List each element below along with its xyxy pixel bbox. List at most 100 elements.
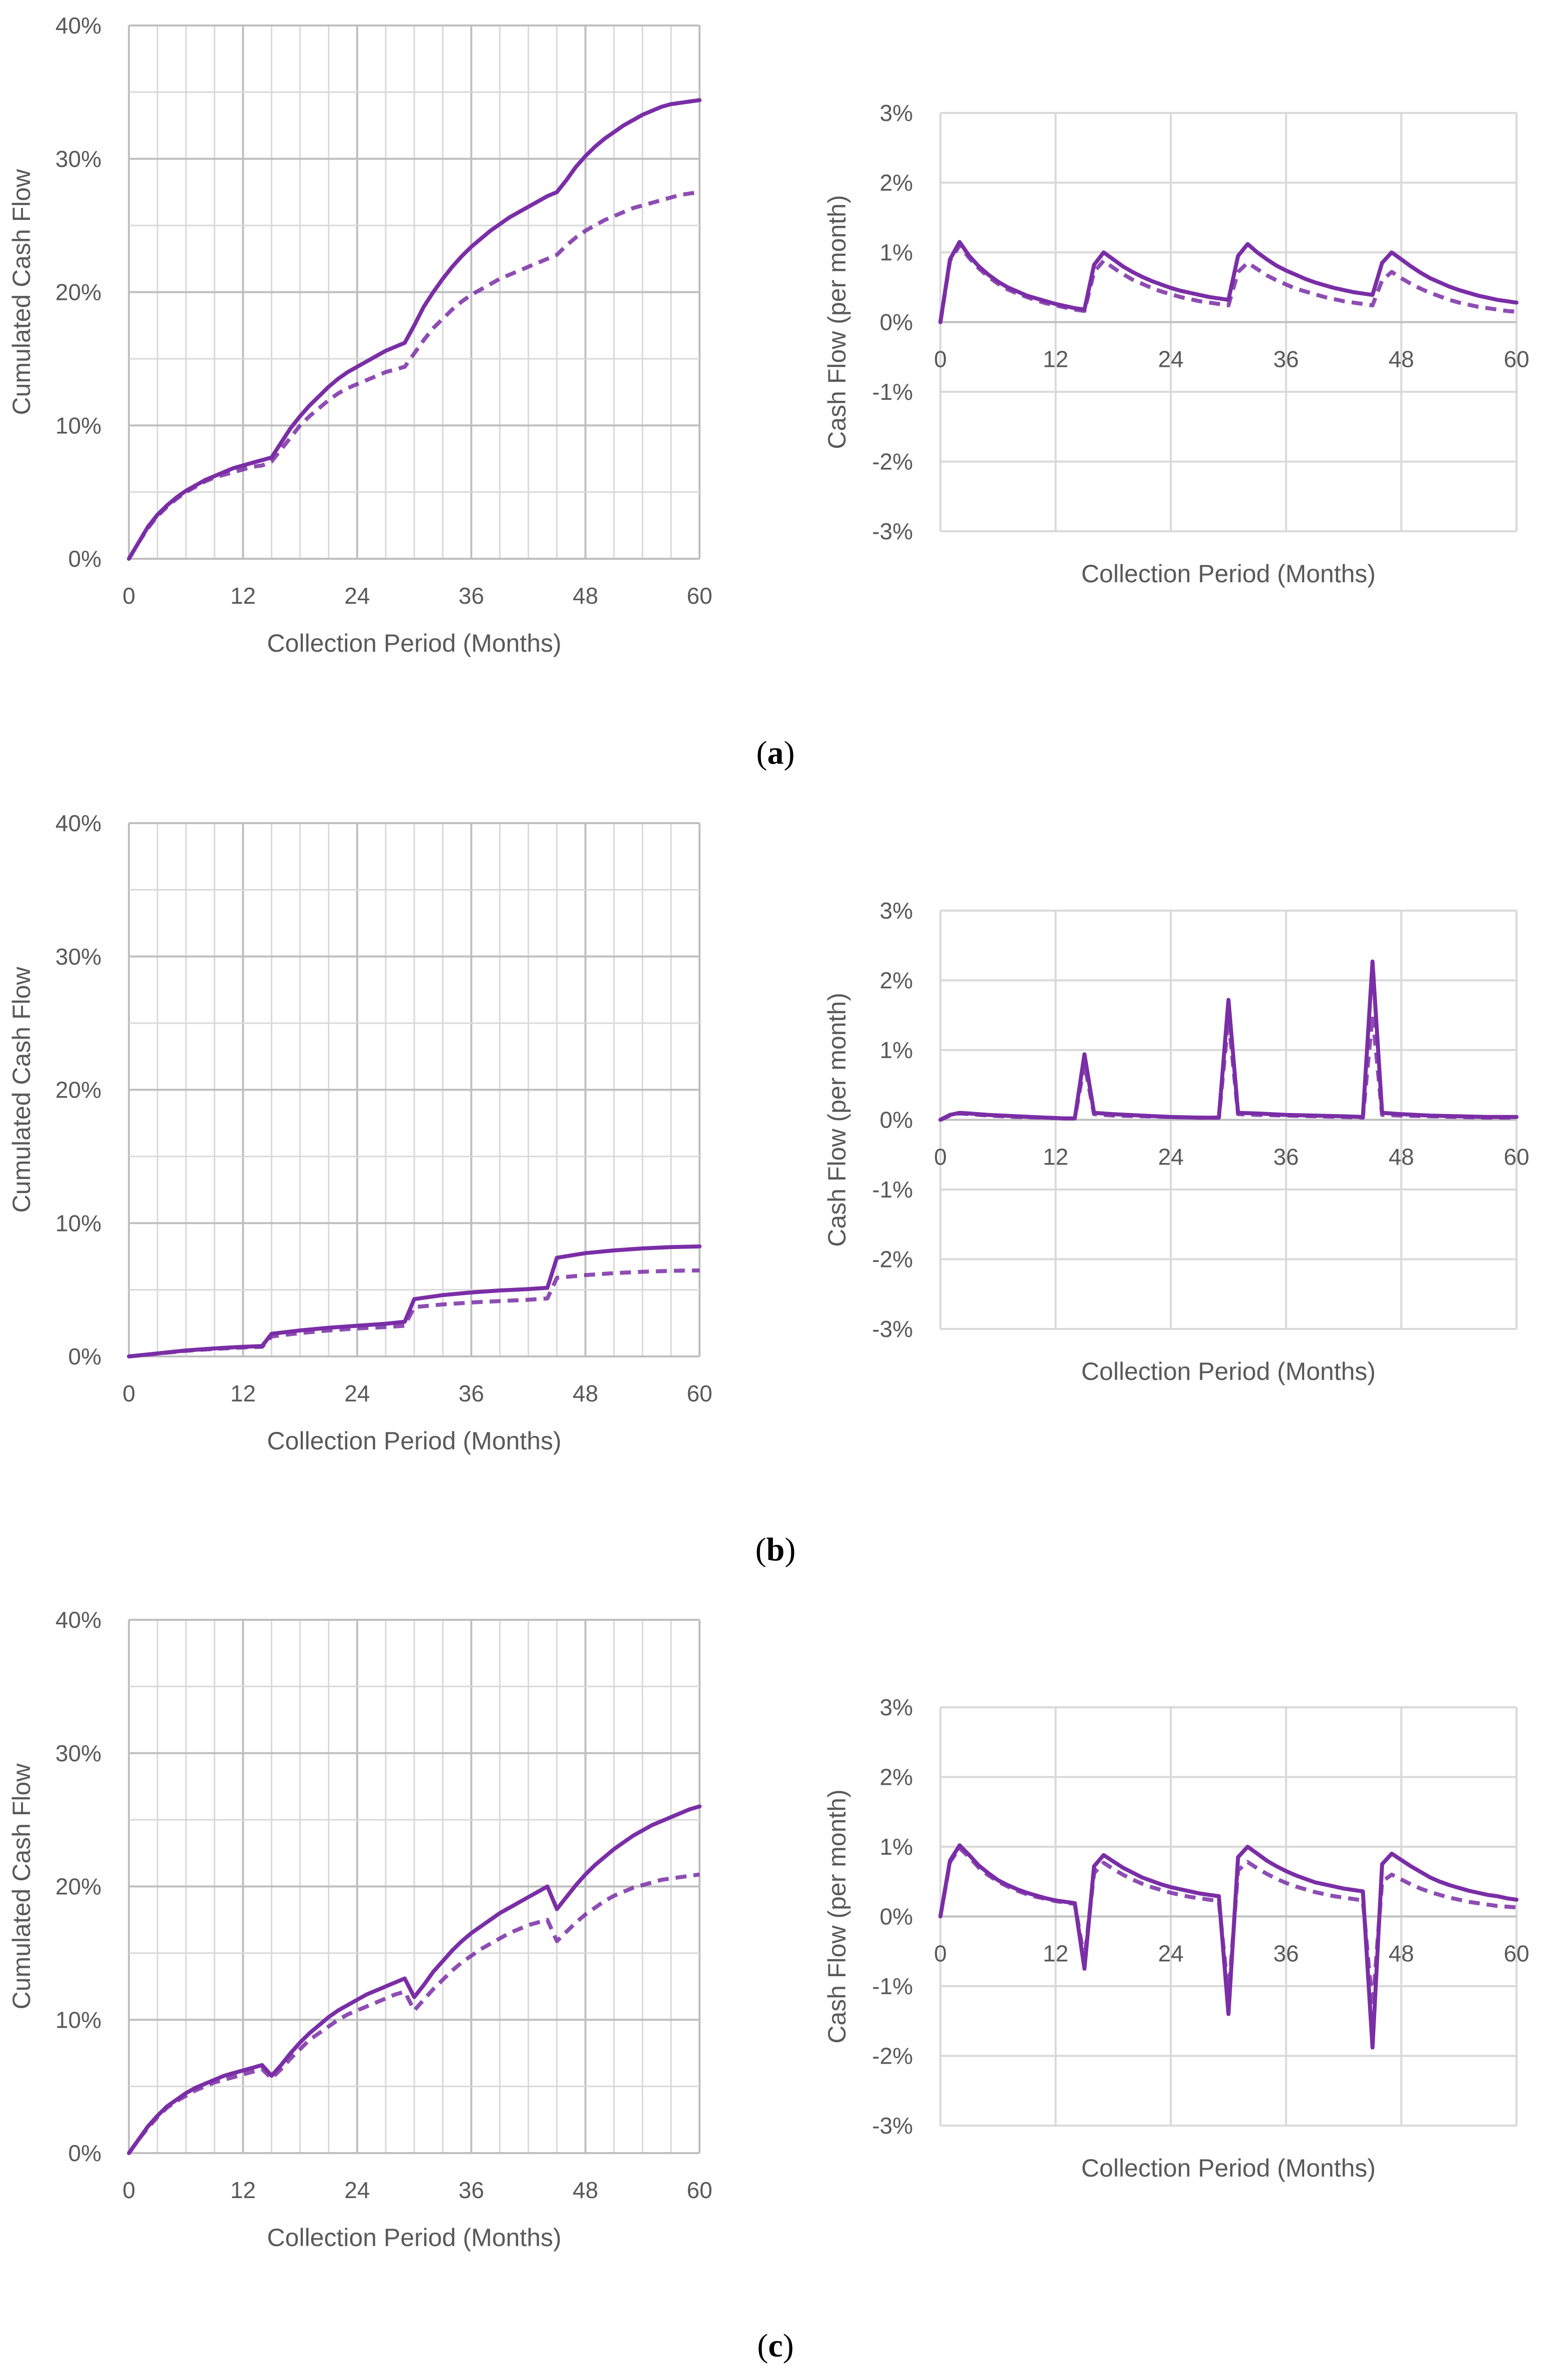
gridlines xyxy=(939,1706,1518,2127)
y-axis-title: Cumulated Cash Flow xyxy=(7,169,35,415)
x-tick-label: 0 xyxy=(122,583,135,609)
chart-b-cumulative: 0 12 24 36 48 60 0% 10% 20% 30% 40% Collection Peri… xyxy=(7,810,713,1455)
y-axis-title: Cumulated Cash Flow xyxy=(7,1763,35,2010)
y-tick-label: 3% xyxy=(880,100,913,126)
y-tick-labels: -3% -2% -1% 0% 1% 2% 3% xyxy=(872,1694,913,2139)
chart-a-cumulative: 0 12 24 36 48 60 0% 10% 20% 30% 40% Collection Peri… xyxy=(7,12,713,657)
series-line-solid xyxy=(127,1804,702,2155)
gridlines xyxy=(128,24,701,560)
y-tick-label: 30% xyxy=(55,146,101,172)
series-line-solid xyxy=(938,240,1519,324)
x-tick-label: 0 xyxy=(934,1144,947,1170)
x-tick-label: 48 xyxy=(1389,1941,1414,1967)
series-line-solid xyxy=(127,98,702,561)
x-axis-title: Collection Period (Months) xyxy=(1081,560,1376,588)
x-tick-label: 12 xyxy=(230,2177,256,2203)
x-tick-label: 36 xyxy=(1273,1144,1299,1170)
series-line-solid xyxy=(938,959,1519,1122)
x-tick-label: 60 xyxy=(1504,346,1529,372)
x-tick-label: 36 xyxy=(1273,346,1299,372)
gridlines xyxy=(939,112,1518,532)
x-axis-title: Collection Period (Months) xyxy=(267,1427,561,1455)
y-tick-label: -2% xyxy=(872,449,913,475)
x-tick-label: 48 xyxy=(573,583,598,609)
x-tick-label: 12 xyxy=(230,1380,256,1406)
panel-label-c: (c) xyxy=(757,2328,793,2364)
x-tick-label: 36 xyxy=(459,2177,484,2203)
x-axis-title: Collection Period (Months) xyxy=(1081,2154,1376,2182)
y-tick-label: 1% xyxy=(880,1834,913,1860)
x-tick-label: 60 xyxy=(1504,1941,1529,1967)
y-axis-title: Cumulated Cash Flow xyxy=(7,967,35,1213)
y-tick-label: 40% xyxy=(55,12,101,38)
x-tick-label: 24 xyxy=(344,583,370,609)
y-tick-label: -1% xyxy=(872,1973,913,1999)
series-line-dashed xyxy=(127,190,700,560)
x-tick-label: 36 xyxy=(1273,1941,1299,1967)
panel-label-b: (b) xyxy=(756,1531,796,1568)
y-tick-labels: 0% 10% 20% 30% 40% xyxy=(55,12,101,572)
series-line-solid xyxy=(938,1843,1519,2050)
panel-label-a: (a) xyxy=(757,735,795,771)
x-tick-labels: 0 12 24 36 48 60 xyxy=(122,1380,712,1406)
series-line-dashed xyxy=(938,1846,1517,2009)
panel-label-letter: a xyxy=(768,735,784,771)
y-tick-label: -3% xyxy=(872,2113,913,2139)
y-tick-label: 1% xyxy=(880,1037,913,1063)
y-tick-label: 20% xyxy=(55,1077,101,1103)
x-tick-label: 60 xyxy=(687,583,712,609)
y-tick-label: 0% xyxy=(68,2140,101,2166)
x-tick-labels: 0 12 24 36 48 60 xyxy=(122,583,712,609)
x-tick-label: 24 xyxy=(1158,1941,1184,1967)
y-tick-label: 0% xyxy=(880,1107,913,1133)
x-tick-labels: 0 12 24 36 48 60 xyxy=(122,2177,712,2203)
x-tick-label: 0 xyxy=(122,2177,135,2203)
x-tick-label: 60 xyxy=(1504,1144,1529,1170)
x-tick-labels: 0 12 24 36 48 60 xyxy=(934,346,1529,372)
y-tick-label: 30% xyxy=(55,1740,101,1766)
x-tick-label: 0 xyxy=(934,1941,947,1967)
x-tick-labels: 0 12 24 36 48 60 xyxy=(934,1144,1529,1170)
x-tick-label: 12 xyxy=(1043,1144,1068,1170)
y-tick-label: 10% xyxy=(55,2007,101,2033)
gridlines xyxy=(128,1619,701,2154)
x-tick-label: 24 xyxy=(1158,346,1184,372)
gridlines xyxy=(128,822,701,1357)
y-tick-label: -1% xyxy=(872,1177,913,1202)
y-tick-label: 2% xyxy=(880,968,913,994)
y-tick-label: 0% xyxy=(880,1904,913,1930)
y-tick-label: 0% xyxy=(68,1343,101,1369)
panel-label-open: ( xyxy=(757,2328,768,2364)
y-tick-label: 1% xyxy=(880,239,913,265)
panel-label-close: ) xyxy=(783,2328,794,2364)
gridlines xyxy=(939,910,1518,1330)
x-tick-label: 24 xyxy=(344,1380,370,1406)
y-tick-labels: -3% -2% -1% 0% 1% 2% 3% xyxy=(872,898,913,1342)
x-tick-label: 60 xyxy=(687,2177,712,2203)
y-tick-labels: -3% -2% -1% 0% 1% 2% 3% xyxy=(872,100,913,544)
y-tick-label: 0% xyxy=(880,309,913,335)
chart-c-monthly: 0 12 24 36 48 60 -3% -2% -1% 0% 1% 2% 3% Collection P… xyxy=(823,1694,1530,2182)
y-tick-label: 2% xyxy=(880,1764,913,1790)
y-tick-label: 40% xyxy=(55,1607,101,1633)
x-tick-label: 12 xyxy=(1043,1941,1068,1967)
y-tick-label: -3% xyxy=(872,1316,913,1342)
y-tick-label: 3% xyxy=(880,898,913,924)
series-line-dashed xyxy=(938,243,1517,323)
panel-label-close: ) xyxy=(784,1531,795,1568)
y-tick-label: 10% xyxy=(55,1210,101,1236)
series-line-dashed xyxy=(939,1013,1517,1122)
panel-label-letter: b xyxy=(767,1531,785,1568)
y-axis-title: Cash Flow (per month) xyxy=(823,195,851,449)
y-tick-label: -3% xyxy=(872,518,913,544)
x-tick-label: 48 xyxy=(1389,1144,1414,1170)
y-tick-label: 2% xyxy=(880,170,913,196)
chart-a-monthly: 0 12 24 36 48 60 -3% -2% -1% 0% 1% 2% 3% Collection P… xyxy=(823,100,1530,588)
x-axis-title: Collection Period (Months) xyxy=(1081,1357,1376,1385)
y-axis-title: Cash Flow (per month) xyxy=(823,993,851,1247)
chart-c-cumulative: 0 12 24 36 48 60 0% 10% 20% 30% 40% Collection Peri… xyxy=(7,1607,713,2252)
panel-label-close: ) xyxy=(784,735,795,771)
y-tick-label: 3% xyxy=(880,1694,913,1720)
y-tick-label: 30% xyxy=(55,944,101,970)
